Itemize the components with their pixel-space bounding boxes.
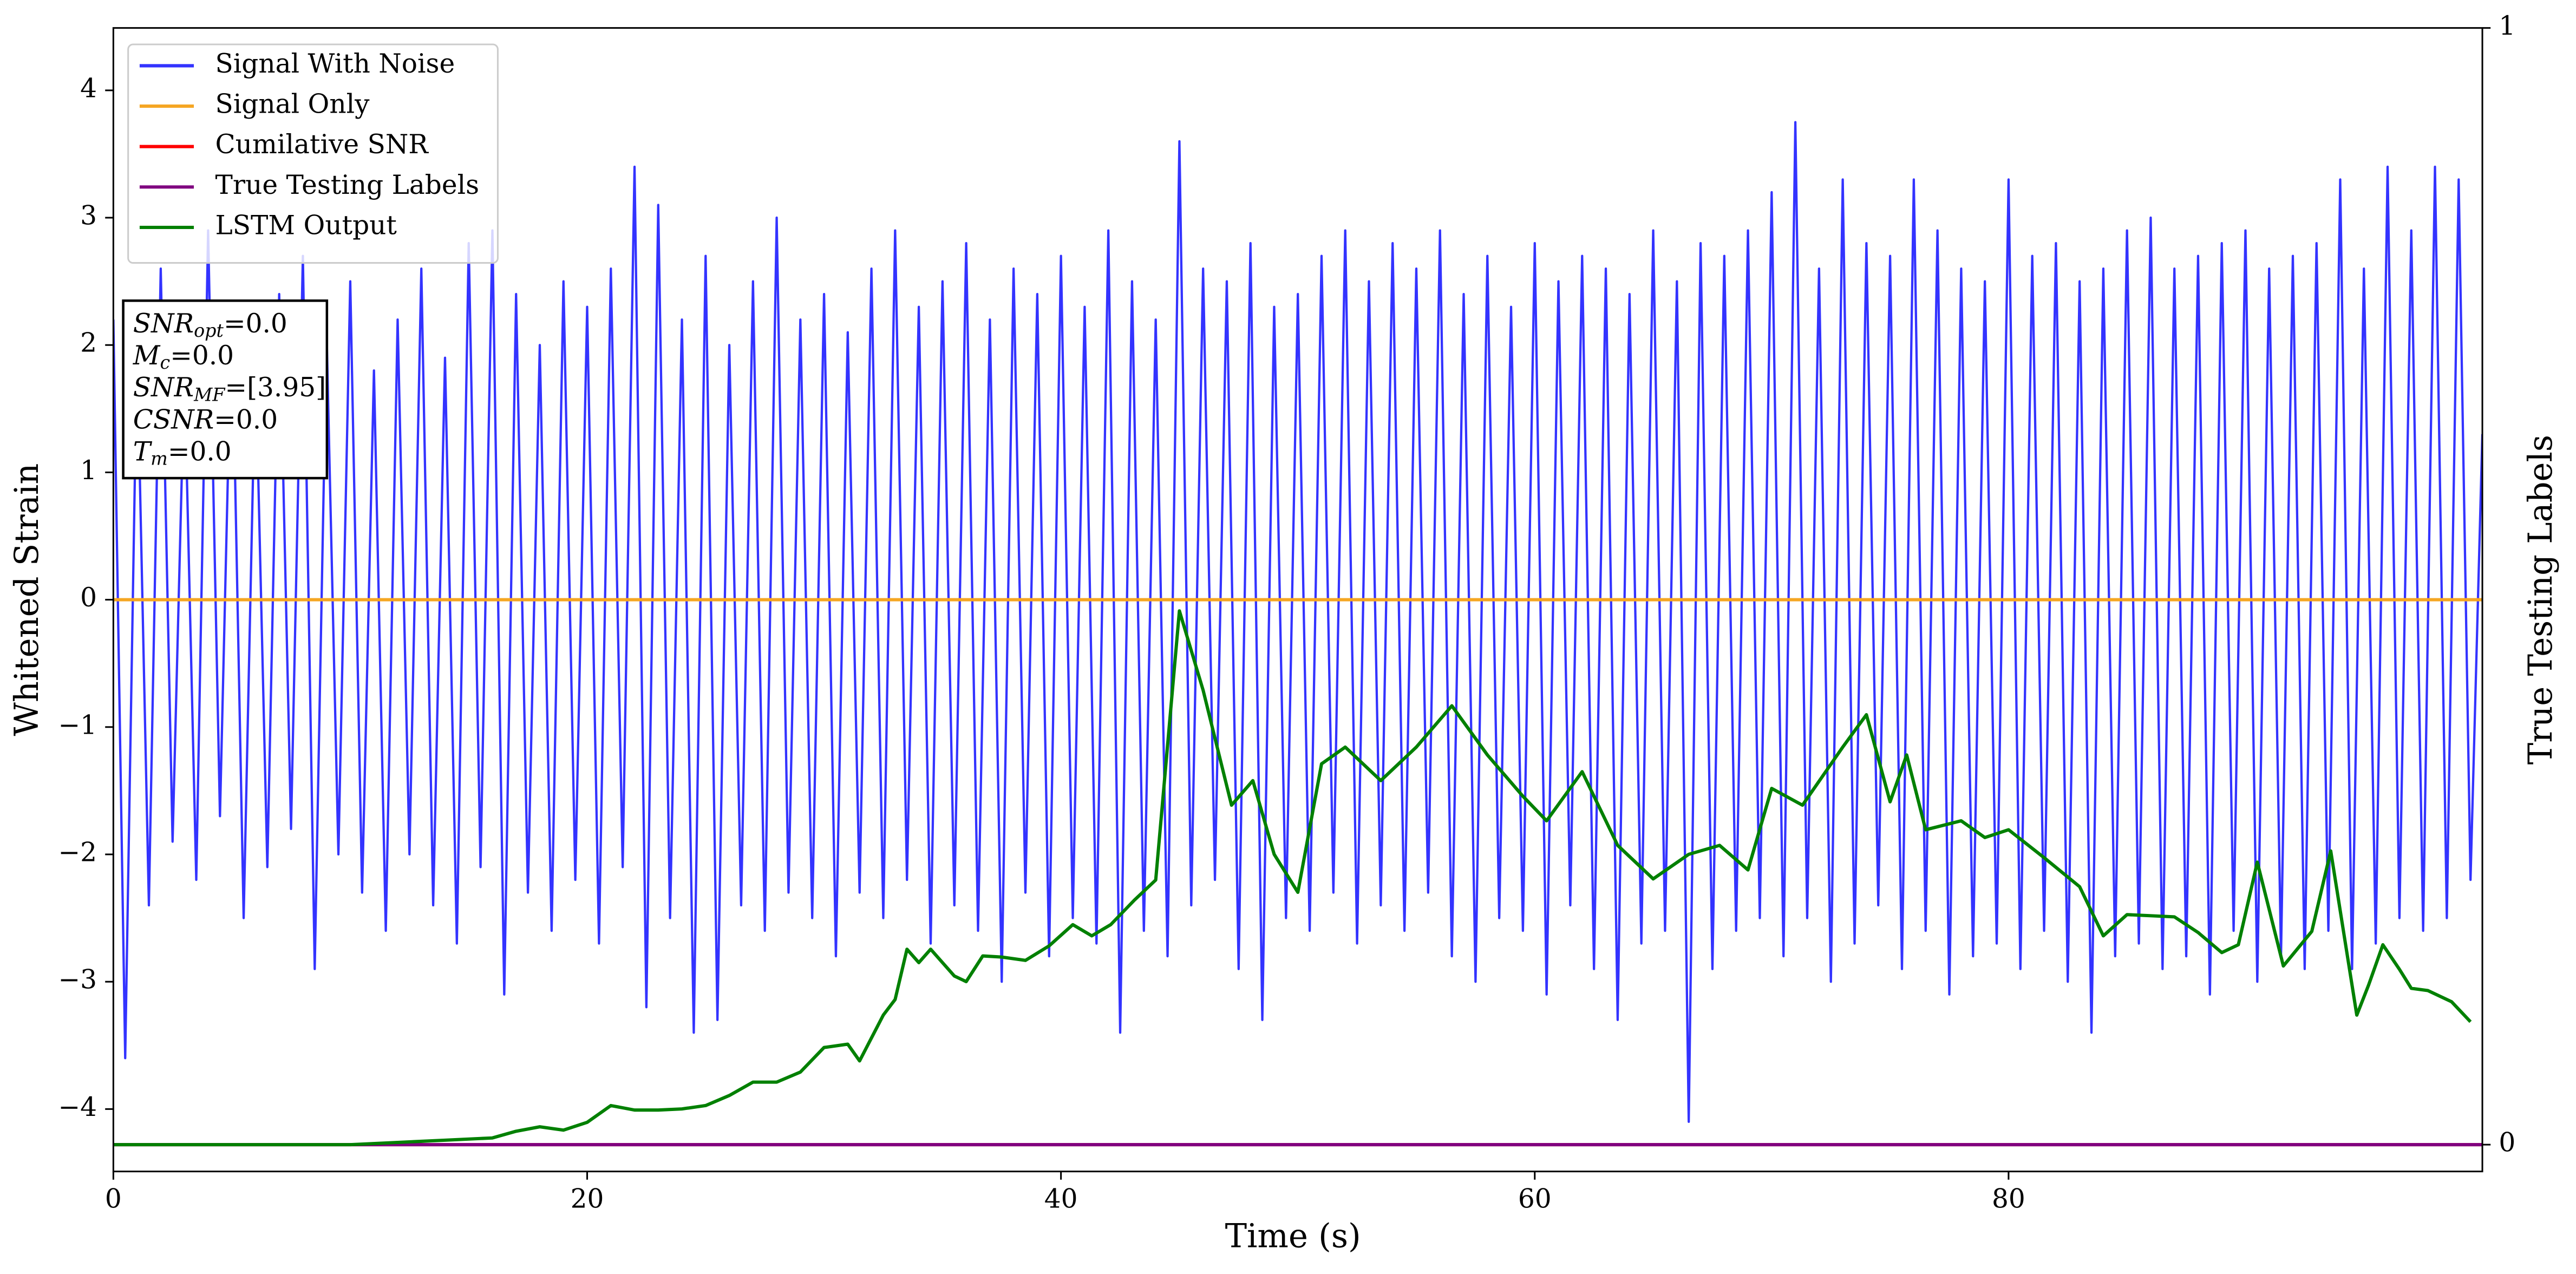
annotation-line: Mc=0.0 — [133, 341, 234, 374]
legend-box — [127, 43, 499, 264]
y2-tick-label: 1 — [2499, 11, 2515, 41]
y-tick-label: 2 — [80, 328, 97, 358]
series-line — [113, 121, 2483, 1123]
annotation-symbol: SNR — [133, 308, 194, 338]
y-tick-label: −1 — [58, 710, 97, 740]
series-line — [113, 609, 2472, 1147]
x-tick-label: 20 — [571, 1184, 604, 1214]
legend-label: True Testing Labels — [215, 170, 480, 200]
annotation-text: =0.0 — [170, 341, 234, 371]
annotation-subscript: MF — [193, 384, 226, 405]
annotation-line: SNRMF=[3.95] — [133, 373, 326, 406]
y2-axis-label: True Testing Labels — [2522, 435, 2560, 765]
x-tick-label: 60 — [1518, 1184, 1552, 1214]
y2-tick-label: 0 — [2499, 1128, 2515, 1158]
y-tick-label: −3 — [58, 965, 97, 995]
annotation-text: =[3.95] — [225, 373, 326, 403]
annotation-symbol: CSNR — [133, 404, 214, 435]
legend-label: Cumilative SNR — [215, 129, 429, 160]
y-tick-label: −2 — [58, 837, 97, 867]
legend-label: Signal With Noise — [215, 49, 455, 79]
annotation-text: =0.0 — [224, 308, 287, 338]
y-tick-label: 3 — [80, 201, 97, 231]
annotation-text: =0.0 — [214, 404, 278, 435]
y-tick-label: 0 — [80, 583, 97, 613]
legend-label: Signal Only — [215, 89, 370, 120]
x-tick-label: 40 — [1044, 1184, 1078, 1214]
annotation-line: SNRopt=0.0 — [133, 308, 287, 341]
annotation-subscript: m — [151, 448, 168, 469]
annotation-subscript: c — [160, 352, 171, 373]
y-tick-label: 1 — [80, 455, 97, 486]
annotation-subscript: opt — [194, 320, 224, 341]
plot-area — [113, 121, 2483, 1147]
annotation: SNRopt=0.0Mc=0.0SNRMF=[3.95]CSNR=0.0Tm=0… — [122, 299, 329, 480]
x-tick-label: 80 — [1992, 1184, 2025, 1214]
annotation-symbol: M — [133, 341, 161, 371]
legend: Signal With Noise Signal Only Cumilative S… — [127, 43, 499, 264]
annotation-line: Tm=0.0 — [133, 436, 232, 469]
annotation-symbol: SNR — [133, 373, 194, 403]
y-tick-label: −4 — [58, 1092, 97, 1122]
x-axis-label: Time (s) — [1225, 1218, 1361, 1256]
annotation-box — [122, 299, 329, 480]
legend-label: LSTM Output — [215, 211, 397, 241]
y-tick-label: 4 — [80, 73, 97, 103]
annotation-symbol: T — [133, 436, 153, 467]
y-axis-label: Whitened Strain — [8, 463, 46, 736]
x-tick-label: 0 — [105, 1184, 122, 1214]
annotation-line: CSNR=0.0 — [133, 404, 278, 435]
annotation-text: =0.0 — [168, 436, 232, 467]
